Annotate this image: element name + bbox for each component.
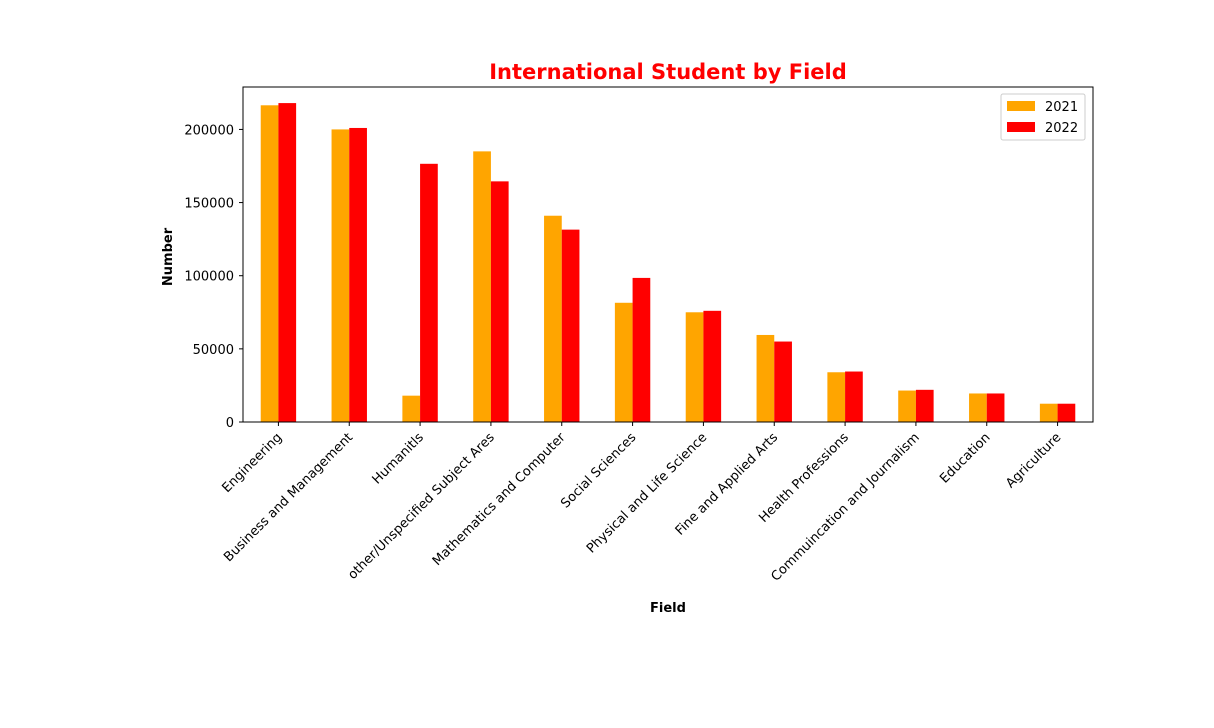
plot-frame (242, 86, 1094, 423)
x-tick-label: Physical and Life Science (584, 430, 710, 556)
y-tick-label: 200000 (184, 123, 234, 138)
legend: 2021 2022 (1000, 93, 1086, 141)
bar-2022-10 (986, 393, 1005, 422)
bar-2021-2 (402, 395, 421, 422)
legend-label-2022: 2022 (1045, 121, 1078, 136)
bar-2022-11 (1057, 403, 1076, 422)
x-tick-label: Business and Management (221, 430, 356, 565)
y-axis: 0 50000 100000 150000 200000 (184, 123, 243, 431)
bar-2022-5 (632, 277, 651, 422)
bar-2022-3 (490, 181, 509, 422)
chart-title: International Student by Field (489, 60, 847, 84)
y-tick-label: 100000 (184, 270, 234, 285)
bar-2022-7 (774, 341, 792, 422)
x-tick-label: Mathematics and Computer (430, 430, 569, 569)
legend-label-2021: 2021 (1045, 100, 1078, 115)
bar-2022-1 (349, 127, 367, 423)
legend-swatch-2022 (1007, 122, 1035, 132)
bar-2022-0 (278, 103, 297, 422)
x-tick-label: Commuincation and Journalism (768, 430, 922, 584)
y-tick-label: 50000 (193, 343, 234, 358)
bar-2022-6 (703, 310, 722, 422)
bar-2021-3 (473, 151, 491, 422)
x-tick-label: Social Sciences (558, 430, 639, 511)
bar-2021-5 (614, 302, 633, 422)
x-tick-label: Agriculture (1003, 430, 1064, 491)
bar-2022-8 (845, 371, 863, 422)
bar-2021-8 (827, 372, 846, 422)
bar-2022-2 (420, 163, 438, 423)
x-tick-label: other/Unspecified Subject Ares (345, 430, 498, 583)
bar-2021-4 (544, 215, 562, 422)
y-tick-label: 150000 (184, 197, 234, 212)
bar-2022-9 (915, 389, 934, 422)
y-axis-label: Number (161, 227, 176, 286)
bar-2021-11 (1039, 403, 1058, 422)
legend-swatch-2021 (1007, 101, 1035, 111)
x-tick-label: Humanitls (370, 430, 427, 487)
x-tick-label: Education (937, 430, 993, 486)
bar-2021-1 (331, 129, 350, 423)
x-tick-label: Engineering (219, 430, 285, 496)
bar-2022-4 (561, 229, 580, 422)
x-axis-label: Field (650, 601, 686, 616)
bar-2021-9 (898, 390, 916, 422)
bar-2021-10 (969, 393, 987, 422)
bar-2021-7 (756, 334, 775, 422)
bars-layer (260, 103, 1076, 423)
y-tick-label: 0 (226, 416, 234, 431)
bar-2021-0 (260, 105, 279, 422)
bar-2021-6 (685, 312, 704, 422)
